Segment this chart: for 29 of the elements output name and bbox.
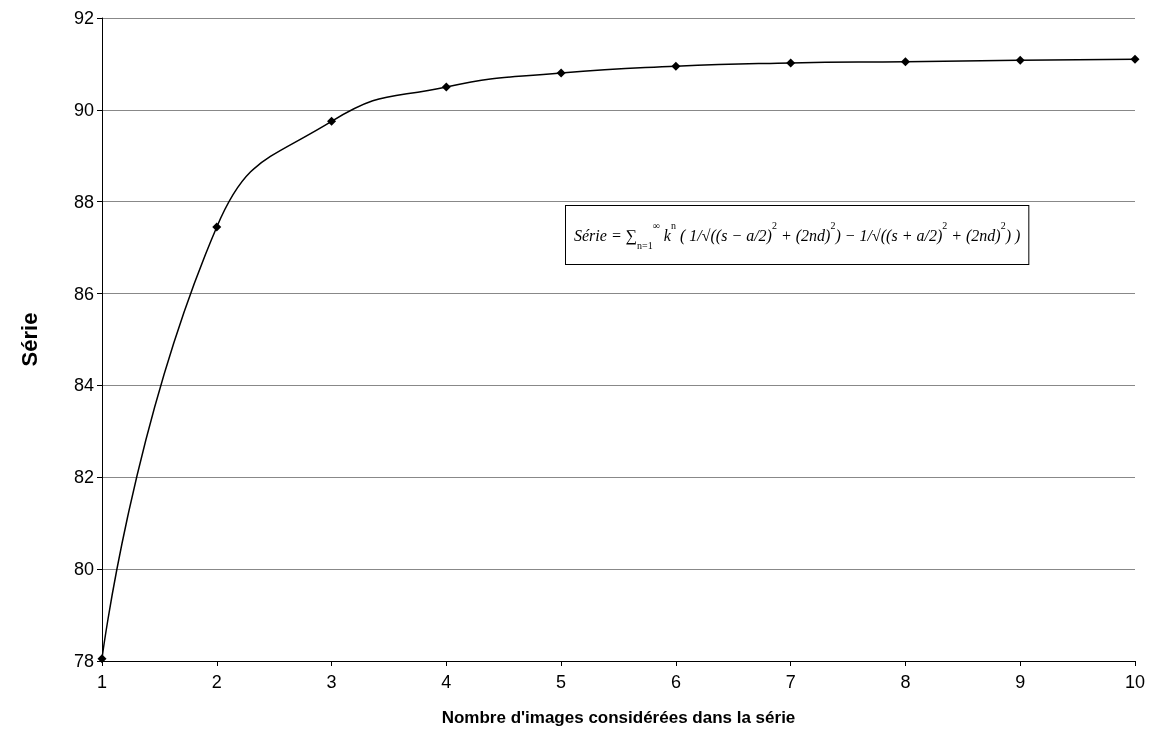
x-tick-label: 1 [96,672,108,692]
x-tick-label: 6 [670,672,681,692]
y-tick-label: 78 [73,651,94,671]
point [671,61,681,71]
x-tick-label: 9 [1015,672,1026,692]
x-tick-label: 2 [211,672,222,692]
y-tick-label: 82 [73,467,94,488]
y-tick-label: 92 [73,8,94,28]
point [327,116,337,126]
y-tick-label: 80 [73,559,94,580]
y-tick-label: 84 [73,375,94,396]
y-axis-title: Série [16,312,42,367]
x-tick-label: 8 [900,672,911,692]
x-tick-label: 5 [556,672,567,692]
x-tick-label: 10 [1124,672,1146,692]
x-axis-title: Nombre d'images considérées dans la série [441,708,796,727]
point [556,68,566,78]
y-tick-label: 88 [73,191,94,212]
x-tick-label: 4 [441,672,452,692]
point [441,82,451,92]
point [1130,54,1140,64]
y-tick-label: 86 [73,283,94,304]
y-tick-label: 90 [73,99,94,120]
point [212,222,222,232]
point [900,57,910,67]
point [1015,55,1025,65]
x-tick-label: 3 [326,672,337,692]
point [786,58,796,68]
x-tick-label: 7 [785,672,796,692]
